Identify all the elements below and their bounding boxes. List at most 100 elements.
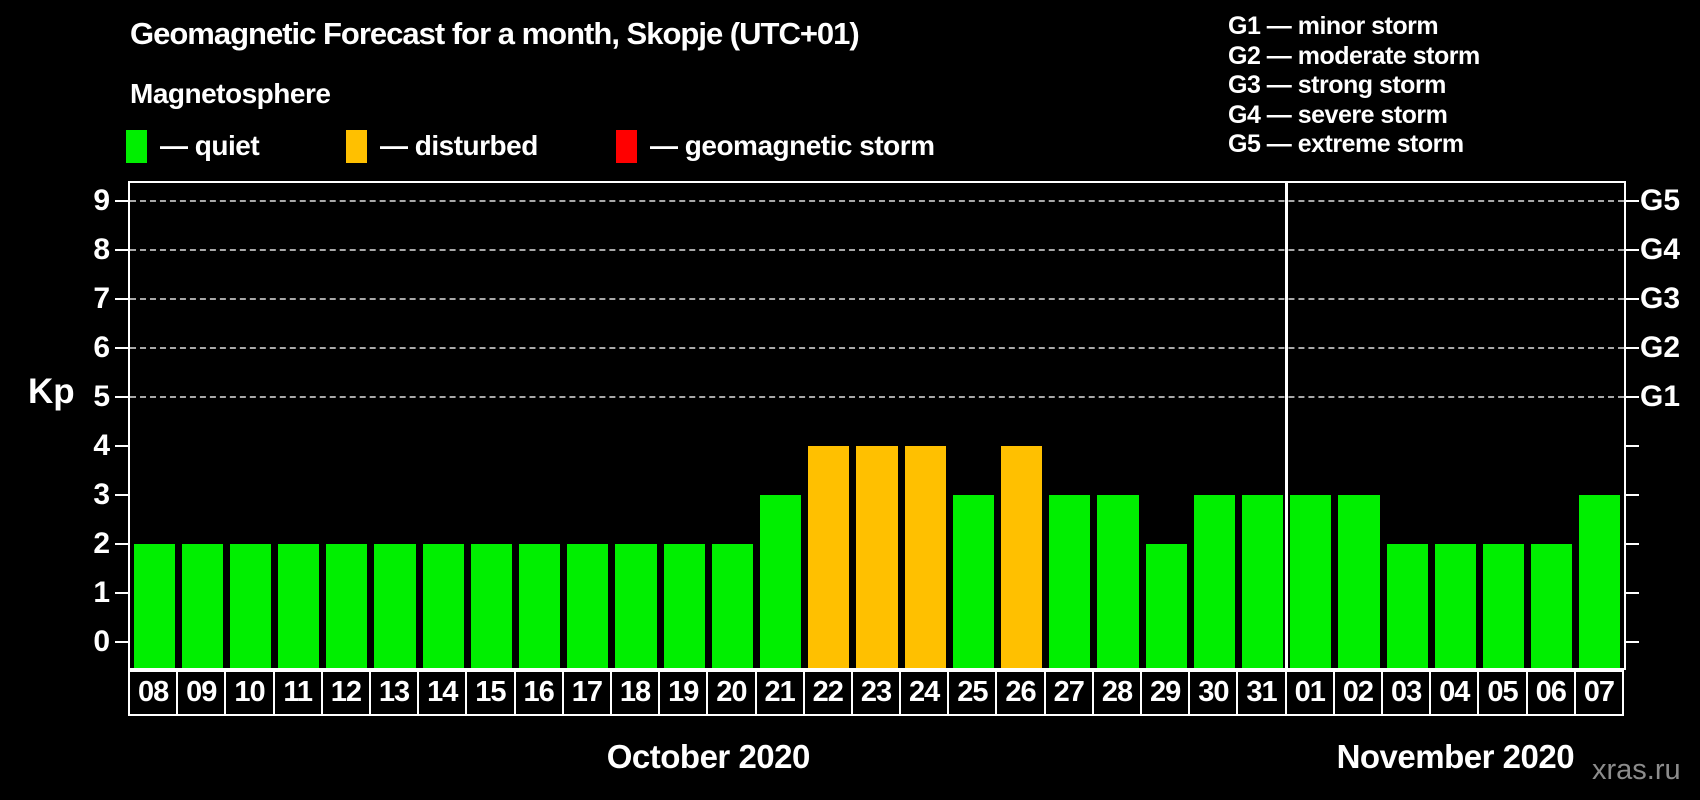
y-tick-label-9: 9 — [93, 184, 110, 218]
legend-item-disturbed: — disturbed — [346, 127, 538, 165]
gridline-kp7 — [130, 298, 1624, 301]
right-axis-label-g3: G3 — [1640, 282, 1681, 316]
right-axis-tick-3 — [1626, 493, 1639, 496]
kp-bar-day-04 — [1434, 543, 1476, 668]
right-axis-label-g1: G1 — [1640, 380, 1681, 413]
gridline-kp5 — [130, 396, 1624, 398]
left-axis-tick-7 — [115, 298, 128, 301]
chart-title: Geomagnetic Forecast for a month, Skopje… — [130, 16, 860, 51]
day-label-03: 03 — [1381, 670, 1432, 716]
right-axis-tick-7 — [1626, 298, 1639, 301]
day-label-16: 16 — [513, 670, 564, 716]
right-axis-tick-0 — [1626, 640, 1639, 643]
day-label-30: 30 — [1188, 670, 1239, 716]
day-label-06: 06 — [1525, 670, 1576, 716]
day-label-31: 31 — [1236, 670, 1287, 716]
left-axis-tick-2 — [115, 542, 128, 545]
day-label-26: 26 — [995, 670, 1046, 716]
right-axis-tick-6 — [1626, 347, 1639, 350]
kp-bar-day-09 — [181, 543, 223, 668]
left-axis-tick-0 — [115, 640, 128, 643]
right-axis-tick-2 — [1626, 542, 1639, 545]
kp-bar-day-01 — [1290, 494, 1332, 668]
right-axis-tick-8 — [1626, 249, 1639, 252]
right-axis-label-g2: G2 — [1640, 331, 1681, 365]
y-tick-label-5: 5 — [93, 380, 110, 413]
gridline-kp6 — [130, 347, 1624, 350]
kp-bar-day-24 — [904, 445, 946, 668]
right-axis-label-g4: G4 — [1640, 233, 1681, 267]
kp-bar-day-11 — [278, 543, 320, 668]
watermark: xras.ru — [1592, 754, 1681, 786]
day-label-28: 28 — [1091, 670, 1143, 716]
left-axis-tick-9 — [115, 200, 128, 203]
kp-bar-day-12 — [326, 543, 368, 668]
day-label-21: 21 — [754, 670, 805, 716]
day-label-10: 10 — [224, 670, 275, 716]
kp-bar-day-13 — [374, 543, 416, 668]
kp-bar-day-15 — [470, 543, 513, 668]
kp-bar-day-16 — [519, 543, 561, 668]
left-axis-tick-1 — [115, 591, 128, 594]
kp-bar-day-06 — [1531, 543, 1573, 668]
y-tick-label-3: 3 — [93, 477, 110, 511]
kp-bar-day-18 — [615, 543, 657, 668]
g-scale-legend: G1 — minor storm G2 — moderate storm G3 … — [1228, 12, 1480, 160]
g3-legend-line: G3 — strong storm — [1228, 71, 1446, 99]
g1-legend-line: G1 — minor storm — [1228, 12, 1439, 40]
day-label-18: 18 — [609, 670, 661, 716]
y-tick-label-2: 2 — [93, 526, 110, 560]
kp-bar-day-17 — [567, 543, 609, 668]
month-separator — [1285, 183, 1289, 668]
kp-bar-day-29 — [1145, 543, 1187, 668]
right-axis-tick-9 — [1626, 200, 1639, 203]
storm-color-swatch — [616, 129, 637, 163]
month-label-1: November 2020 — [1336, 738, 1575, 775]
y-tick-label-0: 0 — [93, 624, 110, 658]
day-label-22: 22 — [802, 670, 853, 716]
right-axis-tick-5 — [1626, 396, 1639, 398]
legend-label-storm: — geomagnetic storm — [650, 130, 935, 161]
day-label-19: 19 — [658, 670, 709, 716]
day-label-02: 02 — [1332, 670, 1384, 716]
kp-bar-day-31 — [1241, 494, 1284, 668]
legend-label-quiet: — quiet — [160, 130, 260, 161]
kp-bar-day-26 — [1000, 445, 1043, 668]
day-label-12: 12 — [320, 670, 371, 716]
day-label-27: 27 — [1043, 670, 1094, 716]
day-label-20: 20 — [706, 670, 757, 716]
gridline-kp8 — [130, 249, 1624, 252]
kp-bar-day-02 — [1338, 494, 1380, 668]
left-axis-tick-5 — [115, 396, 128, 398]
kp-bar-day-10 — [229, 543, 272, 668]
right-axis-label-g5: G5 — [1640, 184, 1681, 218]
y-tick-label-1: 1 — [93, 575, 110, 609]
day-label-05: 05 — [1477, 670, 1528, 716]
left-axis-tick-6 — [115, 347, 128, 350]
day-label-15: 15 — [465, 670, 516, 716]
day-label-25: 25 — [947, 670, 998, 716]
gridline-kp9 — [130, 200, 1624, 203]
kp-bar-day-27 — [1049, 494, 1091, 668]
left-axis-tick-8 — [115, 249, 128, 252]
g2-legend-line: G2 — moderate storm — [1228, 41, 1480, 70]
right-axis-tick-1 — [1626, 591, 1639, 594]
day-label-11: 11 — [272, 670, 323, 716]
kp-bar-day-23 — [856, 445, 898, 668]
day-label-07: 07 — [1573, 670, 1624, 716]
g5-legend-line: G5 — extreme storm — [1228, 130, 1464, 158]
y-axis-title: Kp — [28, 372, 75, 411]
day-label-13: 13 — [368, 670, 420, 716]
kp-bar-day-30 — [1193, 494, 1235, 668]
left-axis-tick-4 — [115, 444, 128, 447]
day-label-08: 08 — [128, 670, 179, 716]
month-label-0: October 2020 — [606, 738, 811, 775]
y-tick-label-8: 8 — [93, 233, 110, 267]
legend-item-quiet: — quiet — [126, 127, 260, 165]
quiet-color-swatch — [126, 129, 147, 163]
kp-bar-day-20 — [711, 543, 753, 668]
kp-bar-day-25 — [952, 494, 994, 668]
legend-item-storm: — geomagnetic storm — [616, 127, 935, 165]
kp-bar-day-22 — [808, 445, 850, 668]
plot-area-border — [128, 181, 1626, 670]
